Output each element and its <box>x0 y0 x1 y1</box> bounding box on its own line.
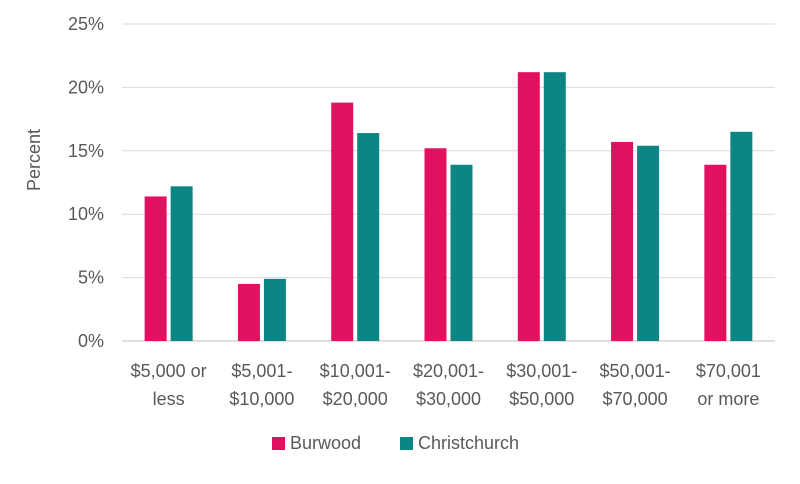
y-tick-label: 5% <box>78 268 104 288</box>
bar-christchurch <box>170 186 193 341</box>
x-tick-label: $20,000 <box>323 389 388 409</box>
x-tick-label: $5,001- <box>231 361 292 381</box>
bar-burwood <box>517 72 540 342</box>
legend-swatch-burwood <box>272 437 285 450</box>
bar-burwood <box>144 196 167 341</box>
gridlines <box>122 23 775 342</box>
bar-burwood <box>331 102 354 341</box>
bar-burwood <box>611 141 634 341</box>
x-tick-label: $50,001- <box>600 361 671 381</box>
legend-label-christchurch: Christchurch <box>418 433 519 453</box>
y-tick-label: 0% <box>78 331 104 351</box>
y-axis-label: Percent <box>24 129 44 191</box>
bars <box>144 72 753 342</box>
x-tick-label: $70,001 <box>696 361 761 381</box>
x-tick-label: $10,000 <box>229 389 294 409</box>
y-tick-label: 10% <box>68 204 104 224</box>
bar-christchurch <box>730 131 753 341</box>
x-tick-label: $70,000 <box>603 389 668 409</box>
x-tick-label: $30,000 <box>416 389 481 409</box>
x-tick-label: less <box>153 389 185 409</box>
bar-christchurch <box>543 72 566 342</box>
x-tick-label: $50,000 <box>509 389 574 409</box>
x-tick-label: or more <box>697 389 759 409</box>
bar-christchurch <box>357 133 380 341</box>
legend-label-burwood: Burwood <box>290 433 361 453</box>
x-tick-label: $10,001- <box>320 361 391 381</box>
x-tick-label: $30,001- <box>506 361 577 381</box>
y-tick-label: 25% <box>68 14 104 34</box>
x-tick-label: $5,000 or <box>131 361 207 381</box>
bar-burwood <box>424 148 447 341</box>
x-tick-label: $20,001- <box>413 361 484 381</box>
y-tick-label: 20% <box>68 77 104 97</box>
bar-burwood <box>237 283 260 341</box>
y-tick-label: 15% <box>68 141 104 161</box>
x-axis-ticks: $5,000 or less $5,001- $10,000 $10,001- $20,0… <box>131 361 761 409</box>
bar-christchurch <box>263 278 286 341</box>
legend: Burwood Christchurch <box>272 433 519 453</box>
bar-burwood <box>704 164 727 341</box>
bar-christchurch <box>450 164 473 341</box>
y-axis-ticks: 0% 5% 10% 15% 20% 25% <box>68 14 104 351</box>
legend-swatch-christchurch <box>400 437 413 450</box>
bar-christchurch <box>637 145 660 341</box>
